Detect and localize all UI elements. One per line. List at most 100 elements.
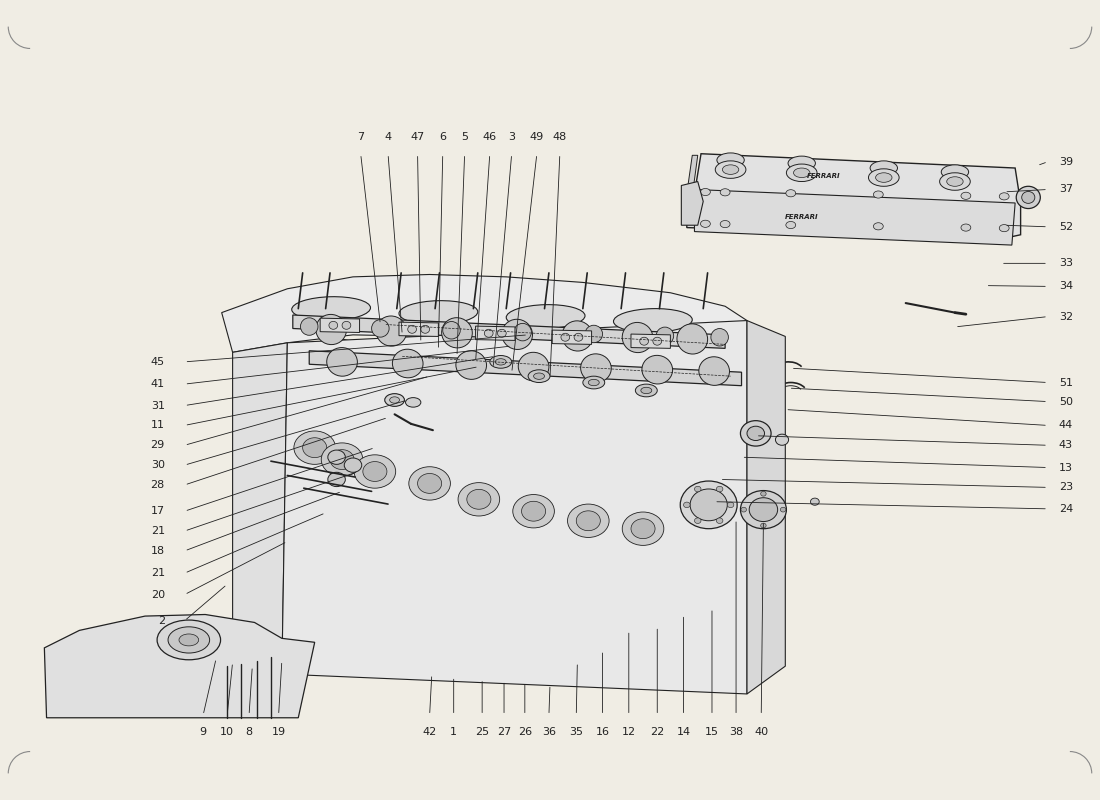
Ellipse shape: [354, 455, 396, 488]
Ellipse shape: [623, 512, 663, 546]
Ellipse shape: [873, 191, 883, 198]
Ellipse shape: [720, 189, 730, 196]
Text: 38: 38: [729, 727, 744, 738]
Ellipse shape: [785, 222, 795, 229]
Polygon shape: [686, 154, 1021, 237]
Text: 36: 36: [542, 727, 556, 738]
Ellipse shape: [793, 168, 810, 178]
Ellipse shape: [640, 338, 649, 345]
Ellipse shape: [873, 222, 883, 230]
Ellipse shape: [518, 352, 549, 381]
Ellipse shape: [408, 326, 417, 334]
Ellipse shape: [179, 634, 199, 646]
Ellipse shape: [328, 450, 345, 464]
Text: 2: 2: [157, 616, 165, 626]
Ellipse shape: [740, 421, 771, 446]
Ellipse shape: [300, 318, 318, 335]
Text: 29: 29: [151, 440, 165, 450]
Text: 35: 35: [570, 727, 583, 738]
Ellipse shape: [676, 324, 707, 354]
Ellipse shape: [1022, 191, 1035, 203]
Ellipse shape: [716, 518, 723, 523]
Ellipse shape: [583, 376, 605, 389]
Ellipse shape: [947, 177, 964, 186]
Polygon shape: [552, 330, 592, 344]
Text: 43: 43: [1059, 440, 1072, 450]
Text: 28: 28: [151, 480, 165, 490]
Ellipse shape: [811, 498, 819, 506]
Text: 15: 15: [705, 727, 719, 738]
Polygon shape: [293, 315, 725, 348]
Ellipse shape: [723, 165, 739, 174]
Ellipse shape: [694, 486, 701, 492]
Ellipse shape: [717, 153, 745, 167]
Ellipse shape: [442, 322, 460, 339]
Ellipse shape: [680, 481, 737, 529]
Polygon shape: [681, 182, 703, 226]
Ellipse shape: [514, 323, 531, 341]
Text: 6: 6: [439, 132, 447, 142]
Ellipse shape: [636, 384, 658, 397]
Ellipse shape: [585, 326, 603, 342]
Text: 27: 27: [497, 727, 512, 738]
Text: 21: 21: [151, 568, 165, 578]
Text: 4: 4: [385, 132, 392, 142]
Ellipse shape: [701, 220, 711, 227]
Polygon shape: [222, 274, 747, 356]
Ellipse shape: [720, 221, 730, 228]
Ellipse shape: [409, 466, 450, 500]
Ellipse shape: [776, 434, 789, 446]
Ellipse shape: [393, 350, 424, 378]
Ellipse shape: [999, 193, 1009, 200]
Ellipse shape: [466, 490, 491, 510]
Ellipse shape: [870, 161, 898, 175]
Ellipse shape: [761, 491, 767, 496]
Ellipse shape: [581, 354, 612, 382]
Text: 17: 17: [151, 506, 165, 516]
Ellipse shape: [292, 297, 371, 321]
Ellipse shape: [749, 498, 778, 522]
Text: 49: 49: [530, 132, 544, 142]
Ellipse shape: [961, 224, 971, 231]
Ellipse shape: [344, 458, 362, 472]
Text: 46: 46: [483, 132, 497, 142]
Ellipse shape: [302, 438, 327, 458]
Ellipse shape: [1016, 186, 1041, 209]
Ellipse shape: [690, 489, 727, 521]
Ellipse shape: [698, 357, 729, 386]
Text: 37: 37: [1059, 185, 1072, 194]
Text: 22: 22: [650, 727, 664, 738]
Ellipse shape: [497, 330, 506, 338]
Polygon shape: [309, 350, 741, 386]
Ellipse shape: [455, 350, 486, 379]
Ellipse shape: [562, 321, 593, 351]
Ellipse shape: [321, 443, 363, 476]
Text: 24: 24: [1059, 504, 1074, 514]
Text: 44: 44: [1059, 421, 1074, 430]
Ellipse shape: [521, 502, 546, 521]
Ellipse shape: [490, 355, 512, 368]
Ellipse shape: [484, 330, 493, 338]
Ellipse shape: [641, 387, 652, 394]
Text: FERRARI: FERRARI: [806, 173, 840, 179]
Text: 32: 32: [1059, 311, 1072, 322]
Ellipse shape: [716, 486, 723, 492]
Ellipse shape: [740, 490, 786, 529]
Polygon shape: [44, 614, 315, 718]
Ellipse shape: [316, 314, 346, 345]
Text: 11: 11: [151, 421, 165, 430]
Ellipse shape: [528, 370, 550, 382]
Text: 51: 51: [1059, 378, 1072, 387]
Ellipse shape: [561, 334, 570, 342]
Ellipse shape: [329, 322, 338, 330]
Ellipse shape: [168, 627, 210, 653]
Text: 48: 48: [552, 132, 567, 142]
Ellipse shape: [961, 192, 971, 199]
Ellipse shape: [385, 394, 405, 406]
Ellipse shape: [786, 164, 817, 182]
Text: 16: 16: [595, 727, 609, 738]
Text: 21: 21: [151, 526, 165, 536]
Polygon shape: [282, 321, 747, 694]
Text: 1: 1: [450, 727, 458, 738]
Ellipse shape: [788, 156, 815, 170]
